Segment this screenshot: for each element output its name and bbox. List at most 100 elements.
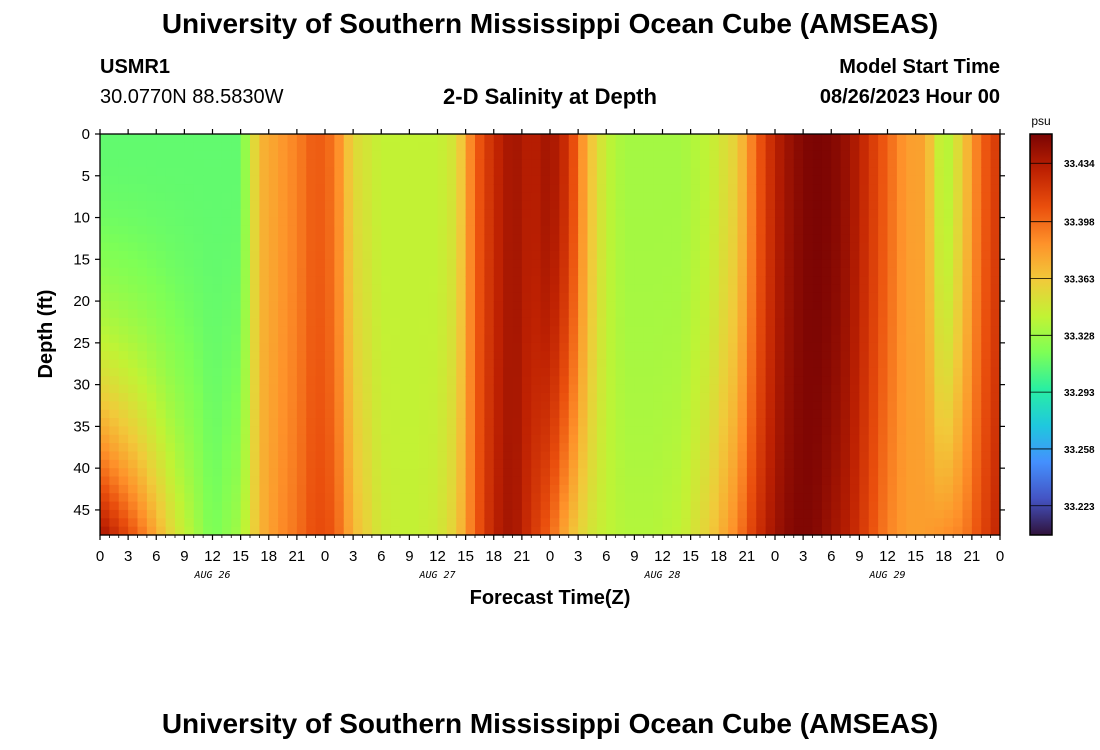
heatmap-cell	[212, 309, 223, 319]
heatmap-cell	[934, 451, 945, 461]
heatmap-cell	[540, 276, 551, 285]
heatmap-cell	[175, 276, 185, 285]
heatmap-cell	[100, 267, 110, 277]
heatmap-cell	[634, 259, 645, 269]
heatmap-cell	[896, 418, 907, 427]
heatmap-cell	[175, 167, 185, 177]
heatmap-cell	[400, 409, 410, 419]
heatmap-cell	[334, 259, 345, 269]
heatmap-cell	[746, 326, 757, 336]
heatmap-cell	[531, 276, 542, 285]
heatmap-cell	[953, 250, 964, 260]
heatmap-cell	[184, 217, 195, 227]
heatmap-cell	[437, 175, 448, 185]
heatmap-cell	[109, 184, 120, 194]
heatmap-cell	[587, 384, 598, 394]
heatmap-cell	[156, 468, 167, 478]
heatmap-cell	[878, 518, 889, 528]
heatmap-cell	[325, 509, 335, 519]
heatmap-cell	[540, 392, 551, 402]
heatmap-cell	[390, 276, 401, 285]
heatmap-cell	[662, 259, 673, 269]
heatmap-cell	[100, 150, 110, 160]
heatmap-cell	[737, 384, 748, 394]
heatmap-cell	[175, 434, 185, 444]
heatmap-cell	[175, 426, 185, 436]
heatmap-cell	[428, 175, 439, 185]
heatmap-cell	[409, 134, 420, 143]
heatmap-cell	[540, 225, 551, 235]
heatmap-cell	[503, 434, 514, 444]
heatmap-cell	[484, 526, 495, 536]
heatmap-cell	[203, 409, 214, 419]
heatmap-cell	[896, 167, 907, 177]
heatmap-cell	[512, 142, 523, 152]
heatmap-cell	[718, 426, 729, 436]
heatmap-cell	[400, 192, 410, 202]
heatmap-cell	[287, 250, 298, 260]
heatmap-cell	[268, 443, 279, 453]
heatmap-cell	[503, 334, 514, 344]
heatmap-cell	[981, 242, 992, 252]
heatmap-cell	[456, 184, 467, 194]
heatmap-cell	[306, 309, 317, 319]
heatmap-cell	[887, 142, 898, 152]
heatmap-cell	[803, 292, 814, 302]
heatmap-cell	[287, 409, 298, 419]
heatmap-cell	[840, 134, 851, 143]
heatmap-cell	[709, 426, 720, 436]
heatmap-cell	[878, 142, 889, 152]
heatmap-cell	[821, 342, 832, 352]
heatmap-cell	[184, 476, 195, 486]
heatmap-cell	[765, 476, 776, 486]
heatmap-cell	[606, 451, 617, 461]
heatmap-cell	[859, 259, 870, 269]
heatmap-cell	[971, 217, 982, 227]
heatmap-cell	[681, 509, 692, 519]
heatmap-cell	[596, 217, 607, 227]
heatmap-cell	[737, 484, 748, 494]
heatmap-cell	[446, 317, 457, 327]
heatmap-cell	[775, 401, 785, 411]
heatmap-cell	[334, 301, 345, 311]
heatmap-cell	[550, 326, 560, 336]
heatmap-cell	[343, 292, 354, 302]
heatmap-cell	[409, 326, 420, 336]
heatmap-cell	[362, 167, 373, 177]
heatmap-cell	[971, 242, 982, 252]
heatmap-cell	[203, 200, 214, 210]
heatmap-cell	[700, 501, 710, 511]
heatmap-cell	[925, 367, 935, 377]
heatmap-cell	[971, 134, 982, 143]
heatmap-cell	[165, 242, 176, 252]
heatmap-cell	[212, 242, 223, 252]
heatmap-cell	[484, 392, 495, 402]
heatmap-cell	[681, 292, 692, 302]
heatmap-cell	[568, 367, 579, 377]
heatmap-cell	[334, 234, 345, 244]
heatmap-cell	[493, 284, 504, 294]
heatmap-cell	[296, 426, 307, 436]
heatmap-cell	[803, 451, 814, 461]
heatmap-cell	[362, 175, 373, 185]
heatmap-cell	[915, 501, 926, 511]
heatmap-cell	[409, 451, 420, 461]
heatmap-cell	[934, 259, 945, 269]
heatmap-cell	[418, 342, 429, 352]
heatmap-cell	[306, 317, 317, 327]
heatmap-cell	[484, 150, 495, 160]
heatmap-cell	[362, 392, 373, 402]
heatmap-cell	[418, 192, 429, 202]
heatmap-cell	[212, 259, 223, 269]
heatmap-cell	[831, 317, 842, 327]
heatmap-cell	[840, 167, 851, 177]
heatmap-cell	[315, 200, 326, 210]
heatmap-cell	[550, 384, 560, 394]
heatmap-cell	[962, 493, 973, 503]
heatmap-cell	[296, 509, 307, 519]
heatmap-cell	[784, 142, 795, 152]
heatmap-cell	[990, 276, 1001, 285]
heatmap-cell	[587, 309, 598, 319]
heatmap-cell	[934, 401, 945, 411]
heatmap-cell	[484, 276, 495, 285]
